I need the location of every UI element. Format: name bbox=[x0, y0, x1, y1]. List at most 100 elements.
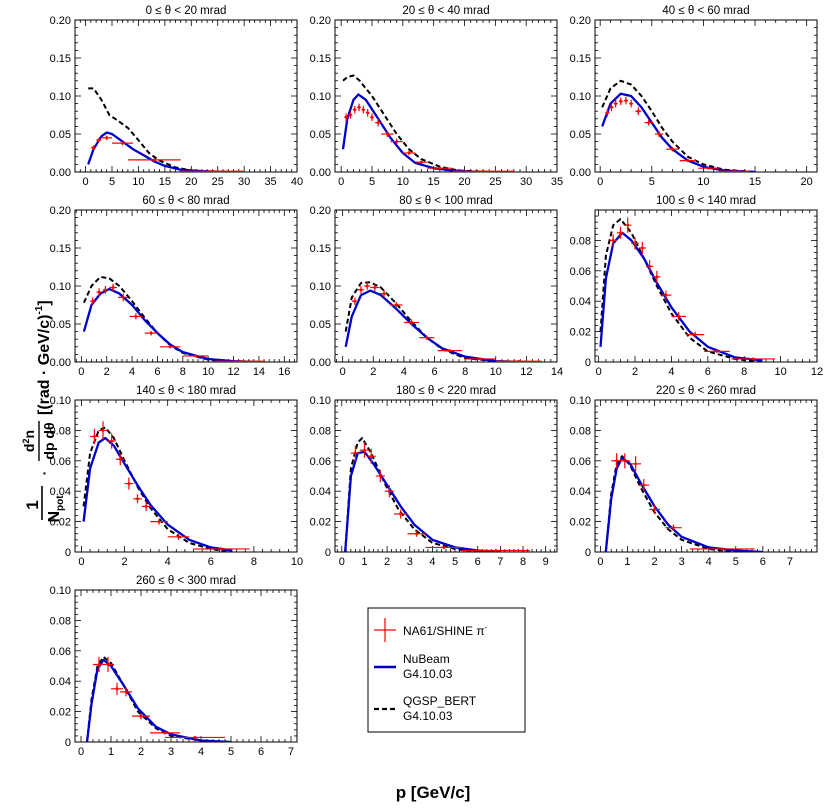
data-point bbox=[609, 103, 614, 112]
data-point bbox=[390, 138, 403, 145]
data-point bbox=[98, 421, 108, 440]
data-point-marker bbox=[611, 239, 615, 242]
x-tick-label: 8 bbox=[520, 556, 526, 568]
x-tick-label: 6 bbox=[705, 366, 711, 378]
panel-2: 20 ≤ θ < 40 mrad 0 5 10 15 20 25 30 35 0.00 0.05 0.… bbox=[310, 5, 564, 188]
panel-title: 220 ≤ θ < 260 mrad bbox=[656, 385, 756, 397]
data-point-marker bbox=[121, 296, 125, 299]
y-tick-label: 0 bbox=[585, 357, 591, 369]
x-tick-label: 30 bbox=[238, 176, 250, 188]
y-tick-label: 0.06 bbox=[570, 266, 591, 278]
plot-area bbox=[341, 74, 514, 172]
data-point-marker bbox=[605, 111, 609, 115]
plot-area bbox=[82, 275, 266, 362]
y-tick-label: 0.04 bbox=[50, 486, 71, 498]
y-tick-label: 0.08 bbox=[570, 235, 591, 247]
data-point-marker bbox=[105, 136, 109, 140]
x-tick-label: 4 bbox=[401, 366, 407, 378]
data-point-marker bbox=[363, 448, 366, 452]
data-point bbox=[370, 283, 380, 292]
y-tick-label: 0.05 bbox=[50, 129, 71, 141]
data-point bbox=[619, 453, 631, 469]
y-tick-label: 0.00 bbox=[310, 357, 331, 369]
data-point-marker bbox=[194, 354, 197, 358]
data-point bbox=[107, 433, 116, 449]
x-tick-label: 15 bbox=[428, 176, 440, 188]
y-tick-label: 0.10 bbox=[310, 281, 331, 293]
data-point-marker bbox=[97, 138, 101, 142]
data-point bbox=[390, 301, 403, 309]
legend-qgsp-line2: G4.10.03 bbox=[403, 709, 453, 723]
panel-frame bbox=[334, 19, 558, 173]
data-point bbox=[144, 330, 158, 336]
x-tick-label: 8 bbox=[741, 366, 747, 378]
y-tick-label: 0.04 bbox=[50, 676, 71, 688]
x-tick-label: 8 bbox=[251, 556, 257, 568]
x-tick-label: 2 bbox=[651, 556, 657, 568]
data-point-marker bbox=[359, 288, 363, 292]
y-tick-label: 0 bbox=[585, 547, 591, 559]
x-tick-label: 6 bbox=[154, 366, 160, 378]
y-title-frac-den: Npot bbox=[46, 495, 66, 523]
data-point-marker bbox=[149, 331, 153, 335]
x-tick-label: 15 bbox=[749, 176, 761, 188]
y-tick-label: 0.00 bbox=[50, 357, 71, 369]
data-point-marker bbox=[366, 111, 370, 115]
data-point bbox=[718, 169, 750, 172]
x-tick-label: 5 bbox=[228, 746, 234, 758]
data-point-marker bbox=[378, 474, 382, 478]
panel-4: 60 ≤ θ < 80 mrad 0 2 4 6 8 10 12 14 16 0.00 0.05 0.1… bbox=[50, 195, 298, 378]
data-point bbox=[180, 169, 245, 172]
data-point-marker bbox=[97, 290, 101, 294]
data-point bbox=[407, 530, 426, 537]
y-tick-label: 0.02 bbox=[50, 707, 71, 719]
data-point-marker bbox=[648, 264, 651, 268]
data-point bbox=[101, 135, 112, 141]
data-point-marker bbox=[623, 459, 627, 463]
data-point bbox=[359, 442, 369, 458]
x-tick-label: 1 bbox=[108, 746, 114, 758]
data-point bbox=[638, 241, 646, 255]
plot-area bbox=[599, 217, 776, 362]
data-point-marker bbox=[751, 357, 755, 361]
x-tick-label: 5 bbox=[369, 176, 375, 188]
data-point-marker bbox=[373, 286, 377, 289]
y-tick-label: 0.10 bbox=[310, 395, 331, 407]
data-point-marker bbox=[92, 146, 95, 150]
legend-entry-qgsp: QGSP_BERT G4.10.03 bbox=[374, 694, 477, 723]
y-tick-label: 0.15 bbox=[50, 53, 71, 65]
x-tick-label: 6 bbox=[475, 556, 481, 568]
x-tick-label: 5 bbox=[109, 176, 115, 188]
x-tick-label: 0 bbox=[597, 176, 603, 188]
x-tick-label: 7 bbox=[497, 556, 503, 568]
data-point-marker bbox=[629, 102, 633, 105]
data-point-marker bbox=[387, 489, 391, 493]
y-tick-label: 0.06 bbox=[570, 456, 591, 468]
data-point bbox=[624, 217, 632, 233]
data-point bbox=[357, 286, 365, 294]
y-tick-label: 0.08 bbox=[50, 615, 71, 627]
x-tick-label: 0 bbox=[338, 176, 344, 188]
nubeam-curve bbox=[599, 231, 763, 362]
x-tick-label: 2 bbox=[370, 366, 376, 378]
qgsp-bert-curve bbox=[342, 74, 490, 172]
y-axis-title: 1 Npot · d2n dp dθ [(rad · GeV/c)-1] bbox=[21, 300, 66, 522]
y-title-deriv-num: d2n bbox=[21, 430, 37, 452]
data-point-marker bbox=[349, 113, 352, 117]
x-tick-label: 25 bbox=[212, 176, 224, 188]
x-tick-label: 30 bbox=[520, 176, 532, 188]
x-tick-label: 5 bbox=[733, 556, 739, 568]
x-tick-label: 1 bbox=[624, 556, 630, 568]
data-point bbox=[461, 548, 530, 552]
y-title-frac-num: 1 bbox=[23, 500, 42, 509]
data-point-marker bbox=[193, 736, 197, 739]
data-point-marker bbox=[163, 731, 167, 735]
data-point-marker bbox=[655, 275, 659, 279]
data-point bbox=[635, 107, 642, 115]
plot-area bbox=[87, 87, 245, 172]
data-point-marker bbox=[111, 286, 115, 289]
qgsp-bert-curve bbox=[82, 275, 234, 362]
data-point-marker bbox=[610, 106, 613, 109]
x-tick-label: 2 bbox=[138, 746, 144, 758]
x-tick-label: 2 bbox=[104, 366, 110, 378]
